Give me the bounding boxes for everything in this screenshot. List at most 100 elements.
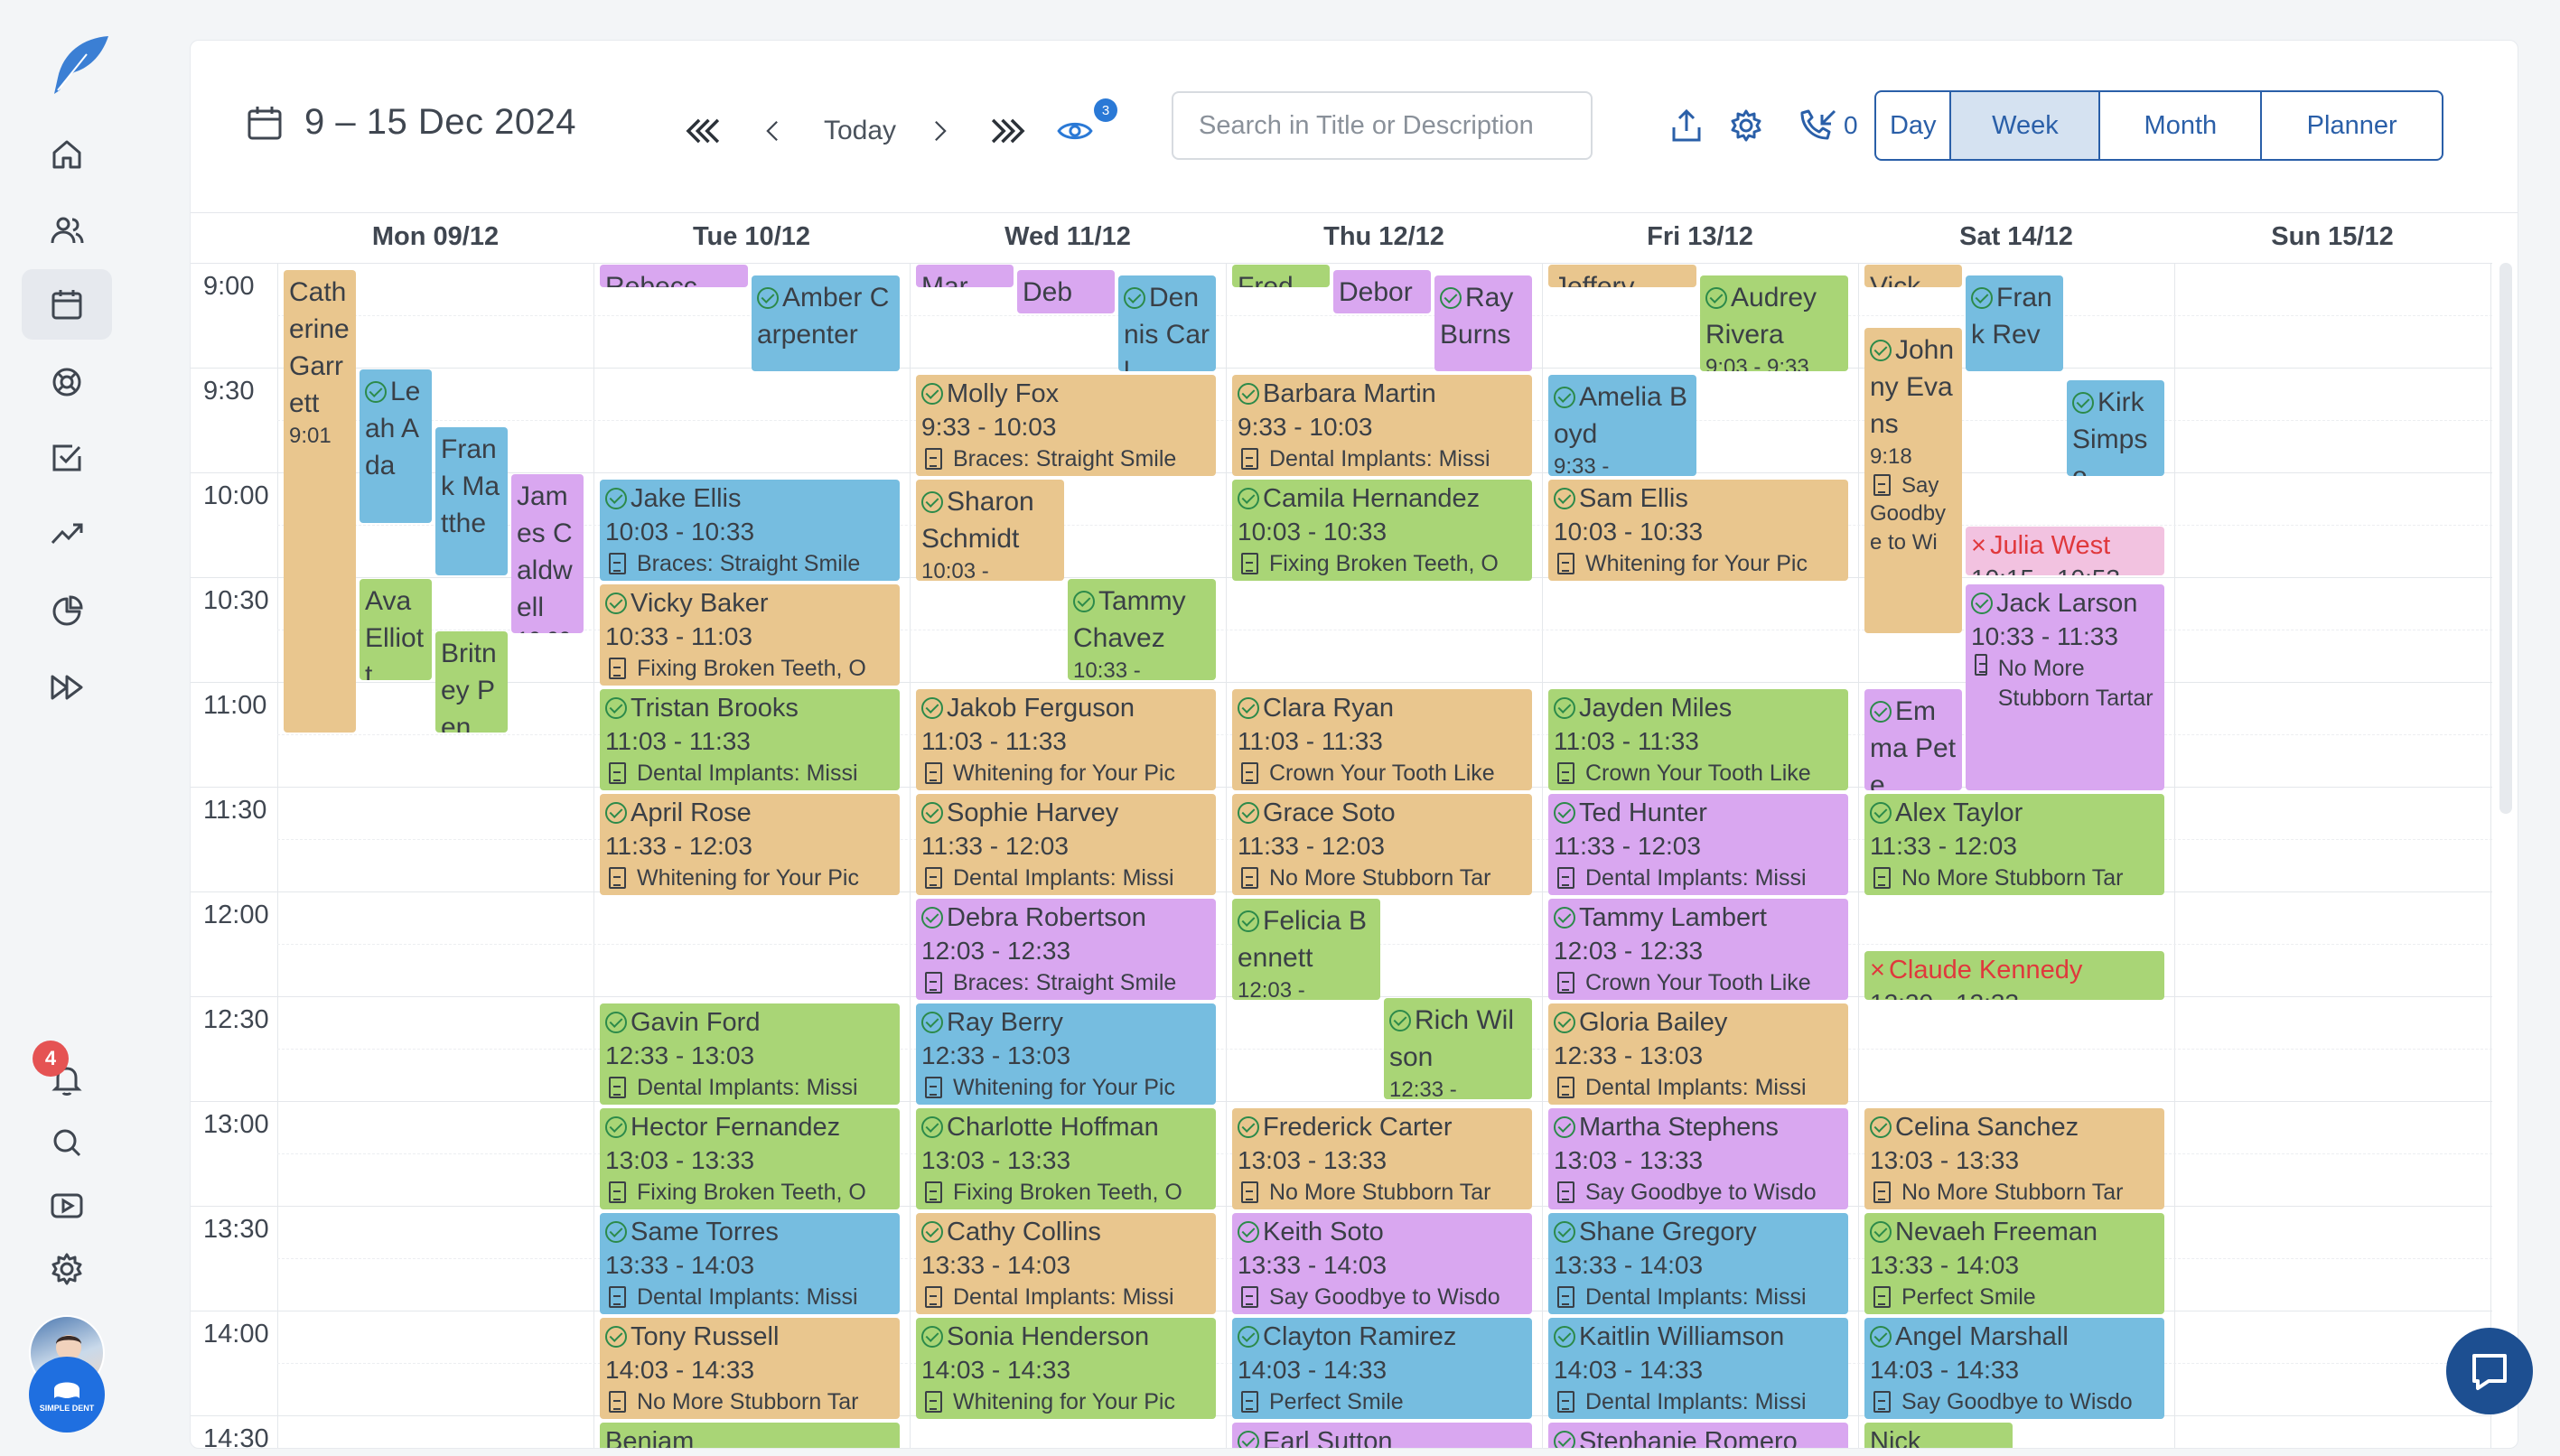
appointment-event[interactable]: Gavin Ford 12:33 - 13:03 Dental Implants: … <box>600 1003 900 1105</box>
appointment-event[interactable]: Jefferv <box>1548 265 1696 287</box>
appointment-event[interactable]: Vick <box>1864 265 1962 287</box>
appointment-event[interactable]: Emma Pete <box>1864 688 1962 790</box>
day-header-sun[interactable]: Sun 15/12 <box>2271 222 2394 251</box>
appointment-event[interactable]: Debra Robertson 12:03 - 12:33 Braces: Stra… <box>916 898 1216 1000</box>
appointment-event[interactable]: Sam Ellis 10:03 - 10:33 Whitening for Your… <box>1548 479 1848 581</box>
appointment-event[interactable]: Jake Ellis 10:03 - 10:33 Braces: Straight … <box>600 479 900 581</box>
appointment-event[interactable]: Nick <box>1864 1422 2013 1448</box>
appointment-event[interactable]: Frederick Carter 13:03 - 13:33 No More Stu… <box>1232 1107 1532 1209</box>
appointment-event[interactable]: Tammy Chavez 10:33 - <box>1068 579 1216 680</box>
next-icon[interactable] <box>922 106 958 156</box>
video-icon[interactable] <box>22 1171 112 1241</box>
chat-widget-button[interactable] <box>2446 1328 2533 1414</box>
appointment-event[interactable]: Fred <box>1232 265 1330 287</box>
today-button[interactable]: Today <box>823 116 897 145</box>
appointment-event[interactable]: Kirk Simpso <box>2067 379 2164 476</box>
appointment-event[interactable]: ×Julia West10:15 - 10:53 <box>1966 527 2164 575</box>
home-icon[interactable] <box>22 119 112 190</box>
day-header-fri[interactable]: Fri 13/12 <box>1647 222 1753 251</box>
checkbox-icon[interactable] <box>22 423 112 493</box>
prev-double-icon[interactable] <box>678 106 733 156</box>
appointment-event[interactable]: Frank Rev <box>1966 275 2063 371</box>
appointment-event[interactable]: April Rose 11:33 - 12:03 Whitening for You… <box>600 793 900 895</box>
lifebuoy-icon[interactable] <box>22 347 112 417</box>
appointment-event[interactable]: Same Torres 13:33 - 14:03 Dental Implants:… <box>600 1212 900 1314</box>
day-header-mon[interactable]: Mon 09/12 <box>371 222 500 251</box>
appointment-event[interactable]: Grace Soto 11:33 - 12:03 No More Stubborn … <box>1232 793 1532 895</box>
appointment-event[interactable]: Audrey Rivera 9:03 - 9:33 <box>1700 275 1848 371</box>
appointment-event[interactable]: Barbara Martin 9:33 - 10:03 Dental Implant… <box>1232 374 1532 476</box>
day-header-wed[interactable]: Wed 11/12 <box>1004 222 1131 251</box>
appointment-event[interactable]: Ava Elliott <box>360 579 432 680</box>
appointment-event[interactable]: Jack Larson 10:33 - 11:33 No More Stubborn… <box>1966 583 2164 790</box>
trend-icon[interactable] <box>22 499 112 569</box>
appointment-event[interactable]: Ray Burns <box>1434 275 1532 371</box>
feather-logo-icon[interactable] <box>47 31 116 99</box>
appointment-event[interactable]: Celina Sanchez 13:03 - 13:33 No More Stubb… <box>1864 1107 2164 1209</box>
appointment-event[interactable]: Amelia Boyd 9:33 - <box>1548 374 1696 476</box>
pie-chart-icon[interactable] <box>22 576 112 647</box>
prev-icon[interactable] <box>754 106 790 156</box>
appointment-event[interactable]: Nevaeh Freeman 13:33 - 14:03 Perfect Smile <box>1864 1212 2164 1314</box>
appointment-event[interactable]: Johnny Evans 9:18 Say Goodbye to Wi <box>1864 327 1962 633</box>
appointment-event[interactable]: Jayden Miles 11:03 - 11:33 Crown Your Toot… <box>1548 688 1848 790</box>
appointment-event[interactable]: Tammy Lambert 12:03 - 12:33 Crown Your Too… <box>1548 898 1848 1000</box>
appointment-event[interactable]: Clayton Ramirez 14:03 - 14:33 Perfect Smil… <box>1232 1317 1532 1419</box>
appointment-event[interactable]: Hector Fernandez 13:03 - 13:33 Fixing Brok… <box>600 1107 900 1209</box>
week-grid[interactable]: 9:00 9:30 10:00 10:30 11:00 11:30 12:00 12:30 13… <box>191 263 2518 1448</box>
appointment-event[interactable]: ×Claude Kennedy12:20 - 12:33 <box>1864 950 2164 1000</box>
view-month-button[interactable]: Month <box>2100 92 2263 159</box>
appointment-event[interactable]: Clara Ryan 11:03 - 11:33 Crown Your Tooth … <box>1232 688 1532 790</box>
day-header-thu[interactable]: Thu 12/12 <box>1323 222 1444 251</box>
view-planner-button[interactable]: Planner <box>2306 110 2397 140</box>
appointment-event[interactable]: Tony Russell 14:03 - 14:33 No More Stubbor… <box>600 1317 900 1419</box>
appointment-event[interactable]: Sophie Harvey 11:33 - 12:03 Dental Implant… <box>916 793 1216 895</box>
calendar-icon[interactable] <box>22 269 112 340</box>
settings-gear-icon[interactable] <box>22 1234 112 1304</box>
appointment-event[interactable]: Charlotte Hoffman 13:03 - 13:33 Fixing Bro… <box>916 1107 1216 1209</box>
appointment-event[interactable]: Dennis Carl <box>1118 275 1216 371</box>
appointment-event[interactable]: Benjam <box>600 1422 900 1448</box>
appointment-event[interactable]: Rebecc <box>600 265 748 287</box>
appointment-event[interactable]: Mar <box>916 265 1014 287</box>
fast-forward-icon[interactable] <box>22 652 112 723</box>
appointment-event[interactable]: Earl Sutton <box>1232 1422 1532 1448</box>
appointment-event[interactable]: Felicia Bennett 12:03 - <box>1232 898 1380 1000</box>
view-day-button[interactable]: Day <box>1876 92 1952 159</box>
appointment-event[interactable]: Deb <box>1017 269 1115 313</box>
appointment-event[interactable]: Tristan Brooks 11:03 - 11:33 Dental Implan… <box>600 688 900 790</box>
appointment-event[interactable]: Britney Pen <box>435 631 508 733</box>
appointment-event[interactable]: Sonia Henderson 14:03 - 14:33 Whitening fo… <box>916 1317 1216 1419</box>
next-double-icon[interactable] <box>978 106 1032 156</box>
appointment-event[interactable]: Jakob Ferguson 11:03 - 11:33 Whitening for… <box>916 688 1216 790</box>
appointment-event[interactable]: Stephanie Romero <box>1548 1422 1848 1448</box>
appointment-event[interactable]: Angel Marshall 14:03 - 14:33 Say Goodbye t… <box>1864 1317 2164 1419</box>
appointment-event[interactable]: Sharon Schmidt 10:03 - <box>916 479 1064 581</box>
users-icon[interactable] <box>22 195 112 266</box>
appointment-event[interactable]: Molly Fox 9:33 - 10:03 Braces: Straight Sm… <box>916 374 1216 476</box>
appointment-event[interactable]: Alex Taylor 11:33 - 12:03 No More Stubborn… <box>1864 793 2164 895</box>
appointment-event[interactable]: Rich Wilson 12:33 - <box>1384 998 1532 1099</box>
appointment-event[interactable]: James Caldwell 10:00 <box>511 474 584 633</box>
appointment-event[interactable]: Ray Berry 12:33 - 13:03 Whitening for Your… <box>916 1003 1216 1105</box>
appointment-event[interactable]: Camila Hernandez 10:03 - 10:33 Fixing Brok… <box>1232 479 1532 581</box>
appointment-event[interactable]: Keith Soto 13:33 - 14:03 Say Goodbye to Wi… <box>1232 1212 1532 1314</box>
view-week-button[interactable]: Week <box>1951 92 2101 159</box>
appointment-event[interactable]: Martha Stephens 13:03 - 13:33 Say Goodbye … <box>1548 1107 1848 1209</box>
appointment-event[interactable]: Catherine Garrett 9:01 <box>284 269 356 733</box>
missed-calls-button[interactable]: 0 <box>1795 98 1858 153</box>
search-icon[interactable] <box>22 1107 112 1178</box>
appointment-event[interactable]: Ted Hunter 11:33 - 12:03 Dental Implants: … <box>1548 793 1848 895</box>
appointment-event[interactable]: Frank Matthe <box>435 426 508 575</box>
eye-icon[interactable] <box>1052 106 1098 156</box>
settings-icon[interactable] <box>1726 98 1766 153</box>
day-header-sat[interactable]: Sat 14/12 <box>1959 222 2073 251</box>
appointment-event[interactable]: Amber Carpenter <box>752 275 900 371</box>
appointment-event[interactable]: Debor <box>1333 269 1431 313</box>
appointment-event[interactable]: Shane Gregory 13:33 - 14:03 Dental Implant… <box>1548 1212 1848 1314</box>
appointment-event[interactable]: Leah Ada <box>360 369 432 523</box>
share-upload-icon[interactable] <box>1667 98 1706 153</box>
appointment-event[interactable]: Cathy Collins 13:33 - 14:03 Dental Implant… <box>916 1212 1216 1314</box>
appointment-event[interactable]: Vicky Baker 10:33 - 11:03 Fixing Broken Te… <box>600 583 900 686</box>
day-header-tue[interactable]: Tue 10/12 <box>692 222 811 251</box>
